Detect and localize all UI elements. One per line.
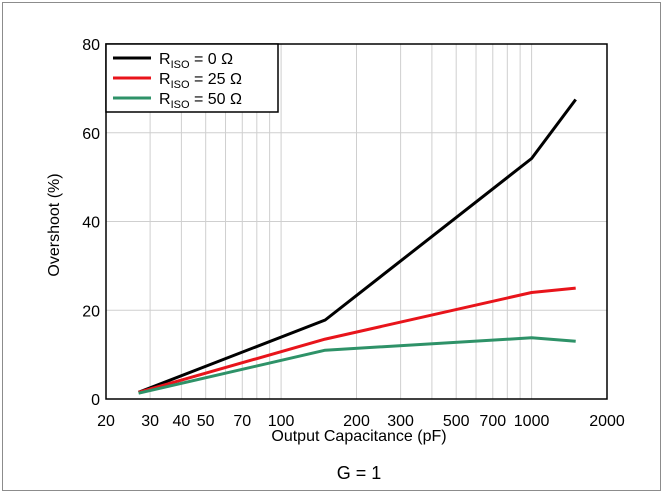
series-line (138, 336, 576, 395)
x-tick-label: 40 (173, 413, 191, 430)
x-tick-label: 30 (141, 413, 159, 430)
x-tick-label: 200 (343, 413, 370, 430)
x-tick-label: 20 (97, 413, 115, 430)
y-axis-tick-labels: 0 20 40 60 80 (82, 37, 100, 409)
x-tick-label: 1000 (514, 413, 550, 430)
x-tick-label: 100 (268, 413, 295, 430)
y-tick-label: 20 (82, 303, 100, 320)
plot-area-border (105, 43, 608, 400)
series-line (138, 98, 577, 394)
x-tick-label: 50 (197, 413, 215, 430)
series-lines (138, 98, 577, 395)
x-tick-label: 500 (443, 413, 470, 430)
x-axis-label: Output Capacitance (pF) (271, 428, 446, 445)
legend-label: RISO = 25 Ω (159, 71, 242, 91)
x-tick-label: 2000 (589, 413, 625, 430)
legend-label: RISO = 50 Ω (159, 91, 242, 111)
x-tick-label: 70 (233, 413, 251, 430)
x-tick-label: 700 (479, 413, 506, 430)
x-tick-label: 300 (387, 413, 414, 430)
y-tick-label: 60 (82, 126, 100, 143)
series-line (138, 286, 576, 394)
y-tick-label: 80 (82, 37, 100, 54)
caption: G = 1 (337, 463, 382, 483)
y-tick-label: 40 (82, 215, 100, 232)
legend-label: RISO = 0 Ω (159, 51, 233, 71)
y-axis-label: Overshoot (%) (46, 173, 63, 276)
figure-frame: 20 30 40 50 70 100 200 300 500 700 1000 2000 0 20 40 6… (2, 2, 661, 491)
y-tick-label: 0 (91, 392, 100, 409)
overshoot-chart: 20 30 40 50 70 100 200 300 500 700 1000 2000 0 20 40 6… (46, 37, 625, 483)
x-axis-tick-labels: 20 30 40 50 70 100 200 300 500 700 1000 2000 (97, 413, 625, 430)
